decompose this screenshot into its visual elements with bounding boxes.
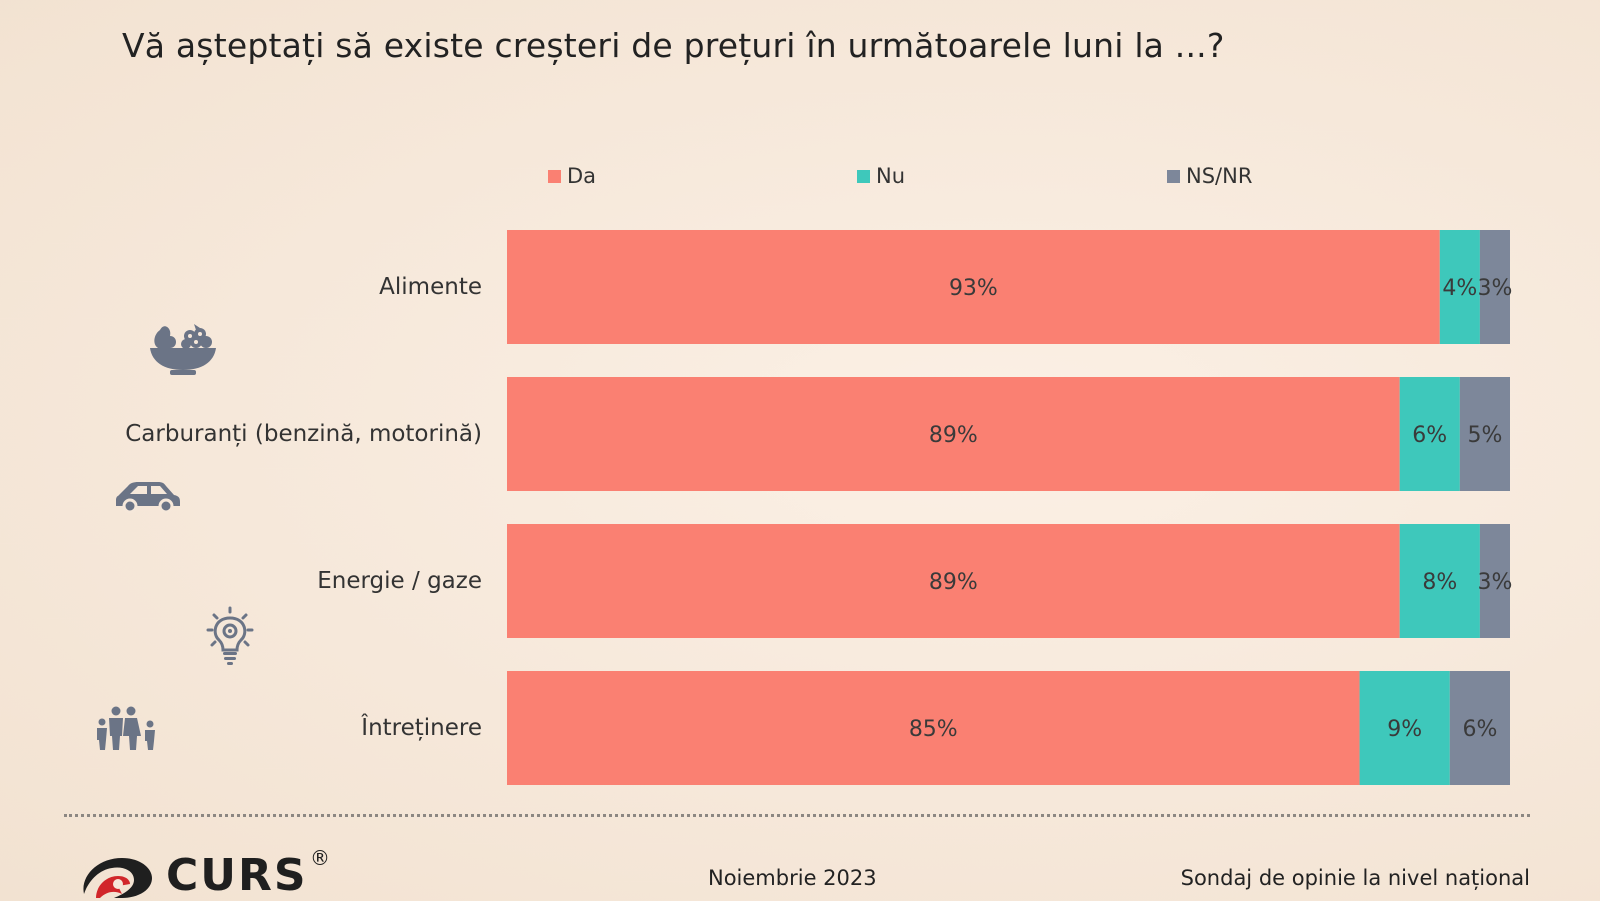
bar-nu-2 — [1399, 524, 1480, 638]
category-label-1: Carburanți (benzină, motorină) — [125, 421, 482, 447]
bar-nsnr-2 — [1479, 524, 1510, 638]
light-bulb-icon — [206, 606, 254, 665]
bar-nu-3 — [1359, 671, 1450, 785]
legend-item-nu: Nu — [857, 164, 905, 188]
bar-nsnr-1 — [1459, 377, 1510, 491]
legend-label-nu: Nu — [876, 164, 906, 188]
category-label-0: Alimente — [379, 274, 482, 300]
bar-label-da-2: 89% — [929, 570, 978, 595]
bar-label-nu-3: 9% — [1387, 717, 1422, 742]
bar-label-nsnr-2: 3% — [1478, 570, 1513, 595]
bar-label-nsnr-0: 3% — [1478, 276, 1513, 301]
bar-label-da-0: 93% — [949, 276, 998, 301]
bar-label-da-1: 89% — [929, 423, 978, 448]
legend-item-nsnr: NS/NR — [1167, 164, 1252, 188]
legend-label-da: Da — [567, 164, 597, 188]
bar-da-1 — [507, 377, 1400, 491]
legend-swatch-da — [548, 169, 561, 183]
family-icon — [97, 706, 155, 750]
bar-nsnr-3 — [1449, 671, 1510, 785]
fruit-bowl-icon — [150, 324, 216, 375]
legend-swatch-nu — [857, 169, 870, 183]
bar-nu-1 — [1399, 377, 1460, 491]
bar-da-0 — [507, 230, 1440, 344]
curs-logo — [83, 858, 152, 898]
registered-mark: ® — [310, 846, 330, 870]
bar-label-nsnr-1: 5% — [1467, 423, 1502, 448]
bar-label-nu-2: 8% — [1422, 570, 1457, 595]
bar-label-nu-1: 6% — [1412, 423, 1447, 448]
bar-da-2 — [507, 524, 1400, 638]
bar-nsnr-0 — [1479, 230, 1510, 344]
category-label-2: Energie / gaze — [317, 568, 482, 594]
bar-label-nsnr-3: 6% — [1462, 717, 1497, 742]
category-label-3: Întreținere — [360, 713, 482, 741]
bar-label-nu-0: 4% — [1442, 276, 1477, 301]
legend-item-da: Da — [548, 164, 596, 188]
car-icon — [116, 482, 180, 514]
brand-name: CURS — [166, 850, 308, 901]
footer-source: Sondaj de opinie la nivel național — [1180, 866, 1530, 890]
footer-date: Noiembrie 2023 — [708, 866, 877, 890]
footer-separator — [64, 814, 1530, 817]
legend-label-nsnr: NS/NR — [1186, 164, 1253, 188]
legend-swatch-nsnr — [1167, 169, 1180, 183]
bar-da-3 — [507, 671, 1360, 785]
bar-nu-0 — [1439, 230, 1480, 344]
bar-label-da-3: 85% — [909, 717, 958, 742]
chart-title: Vă așteptați să existe creșteri de prețu… — [122, 26, 1225, 65]
